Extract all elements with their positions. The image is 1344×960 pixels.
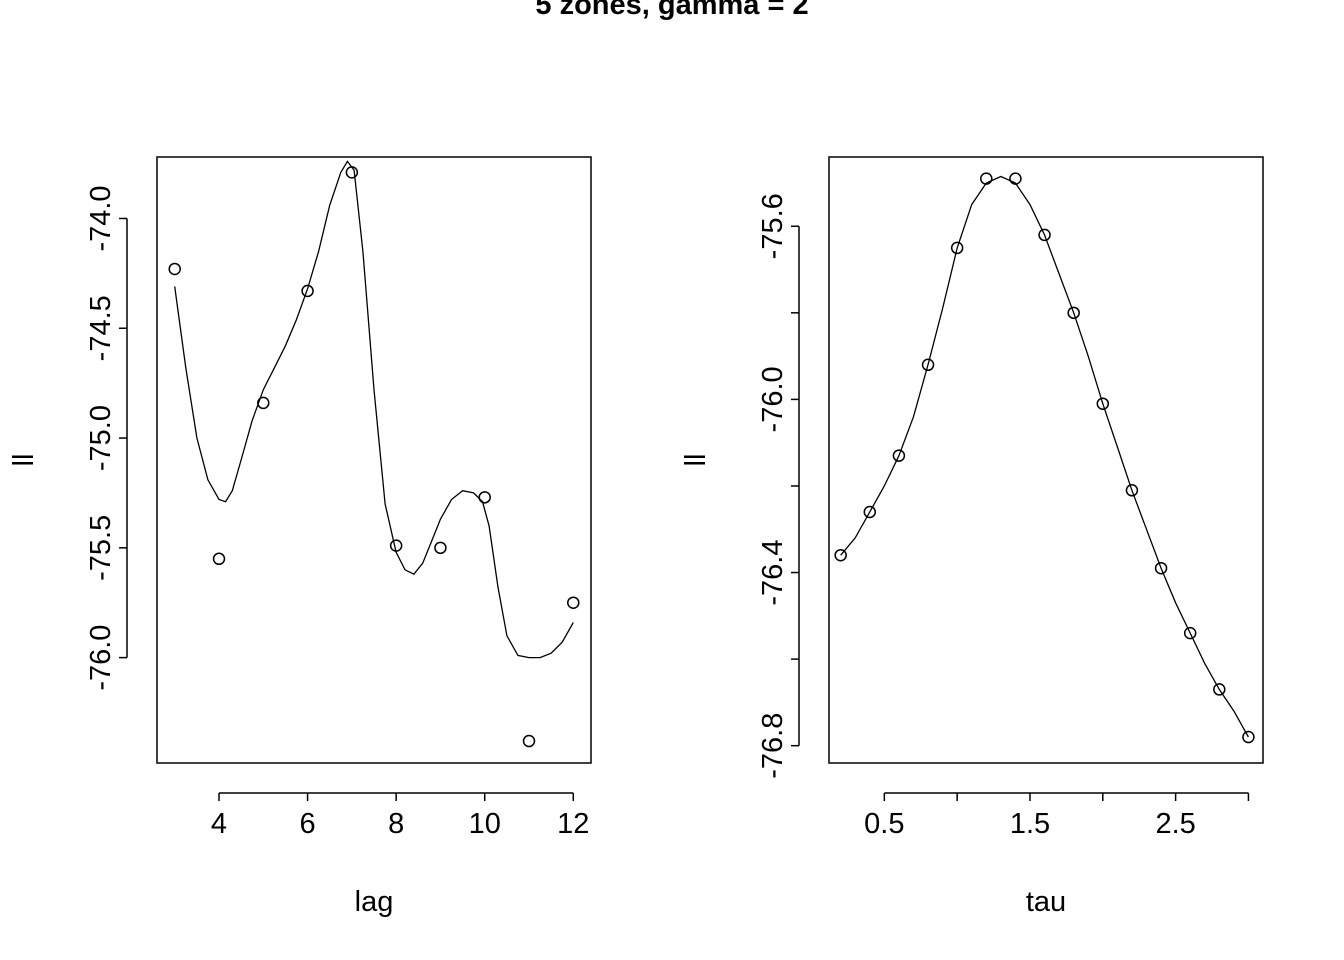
lag-x-tick-label: 4 (211, 808, 227, 840)
lag-y-axis-label: ll (8, 454, 40, 467)
tau-data-point (1213, 683, 1226, 696)
tau-y-tick-label: -76.0 (757, 366, 789, 432)
lag-data-point (257, 396, 270, 410)
lag-x-tick-label: 8 (388, 808, 404, 840)
tau-data-point (1009, 172, 1022, 185)
figure-title: 5 zones, gamma = 2 (535, 0, 808, 21)
lag-y-tick-label: -76.0 (85, 625, 117, 691)
lag-x-axis-label: lag (355, 886, 394, 918)
lag-data-point (567, 596, 580, 609)
tau-y-tick-label: -75.6 (757, 193, 789, 259)
lag-y-tick-label: -75.5 (85, 515, 117, 581)
lag-panel: 4 6 8 10 12 -74.0 -74.5 -75.0 -75.5 -76.0 lag ll (8, 156, 592, 918)
tau-data-point (950, 241, 964, 255)
lag-data-point (522, 734, 536, 748)
lag-data-point (389, 539, 403, 552)
lag-fit-curve (174, 160, 574, 659)
tau-x-tick-label: 1.5 (1010, 808, 1050, 840)
tau-fit-curve (840, 175, 1249, 738)
tau-data-point (980, 172, 993, 185)
tau-x-tick-label: 2.5 (1155, 808, 1195, 840)
lag-y-tick-label: -75.0 (85, 405, 117, 471)
tau-plot-box (828, 156, 1264, 764)
lag-data-point (478, 491, 491, 504)
tau-data-point (834, 548, 847, 562)
tau-data-point (892, 449, 906, 462)
tau-data-point (1242, 730, 1255, 744)
tau-y-tick-label: -76.8 (757, 713, 789, 779)
lag-data-point (212, 552, 226, 566)
lag-plot-box (156, 156, 592, 764)
lag-data-point (168, 262, 181, 276)
lag-y-tick-label: -74.0 (85, 185, 117, 251)
lag-x-tick-label: 12 (557, 808, 589, 840)
tau-x-tick-label: 0.5 (864, 808, 904, 840)
tau-data-point (1183, 626, 1197, 640)
lag-x-tick-label: 6 (300, 808, 316, 840)
tau-data-point (1125, 484, 1139, 497)
tau-data-point (863, 505, 877, 519)
lag-data-point (345, 166, 359, 179)
lag-y-tick-label: -74.5 (85, 295, 117, 361)
tau-data-point (921, 358, 935, 372)
lag-data-point (301, 284, 314, 298)
tau-y-tick-label: -76.4 (757, 539, 789, 605)
tau-data-point (1038, 228, 1051, 242)
tau-panel: 0.5 1.5 2.5 -75.6 -76.0 -76.4 -76.8 tau ll (680, 156, 1264, 918)
lag-data-point (434, 541, 447, 555)
tau-data-point (1154, 561, 1168, 575)
tau-data-point (1067, 306, 1080, 320)
tau-y-axis-label: ll (680, 454, 712, 467)
tau-data-point (1096, 397, 1110, 410)
tau-x-axis-label: tau (1026, 886, 1066, 918)
lag-x-tick-label: 10 (469, 808, 501, 840)
